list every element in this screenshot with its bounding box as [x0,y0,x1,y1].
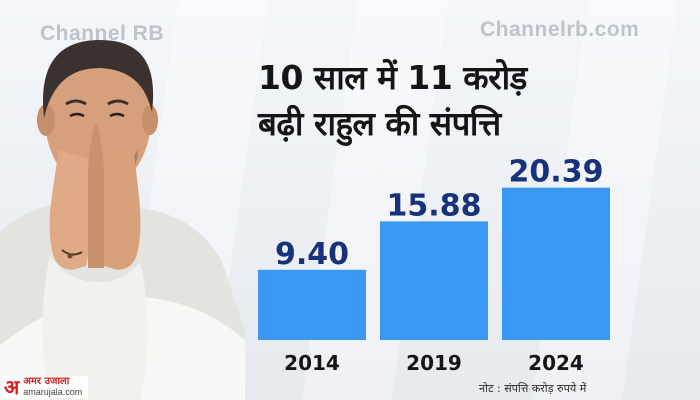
politician-portrait [0,40,245,400]
watermark-left: Channel RB [40,22,165,45]
value-label-2014: 9.40 [275,237,349,272]
headline-line-1: 10 साल में 11 करोड़ [258,58,527,97]
bar-2019 [380,221,488,340]
publisher-logo: अ अमर उजाला amarujala.com [2,375,89,399]
category-label-2014: 2014 [284,351,340,375]
publisher-url: amarujala.com [23,387,83,397]
headline-line-2: बढ़ी राहुल की संपत्ति [258,104,501,143]
headline: 10 साल में 11 करोड़ बढ़ी राहुल की संपत्त… [258,55,678,147]
value-label-2024: 20.39 [509,155,604,190]
watermark-right: Channelrb.com [480,18,640,41]
bar-2024 [502,187,610,340]
value-label-2019: 15.88 [387,188,482,223]
publisher-name: अमर उजाला [23,376,70,387]
category-label-2024: 2024 [528,351,584,375]
publisher-logo-mark: अ [4,375,20,399]
bar-2014 [258,269,366,340]
unit-note: नोट : संपत्ति करोड़ रुपये में [479,382,587,395]
category-label-2019: 2019 [406,351,462,375]
